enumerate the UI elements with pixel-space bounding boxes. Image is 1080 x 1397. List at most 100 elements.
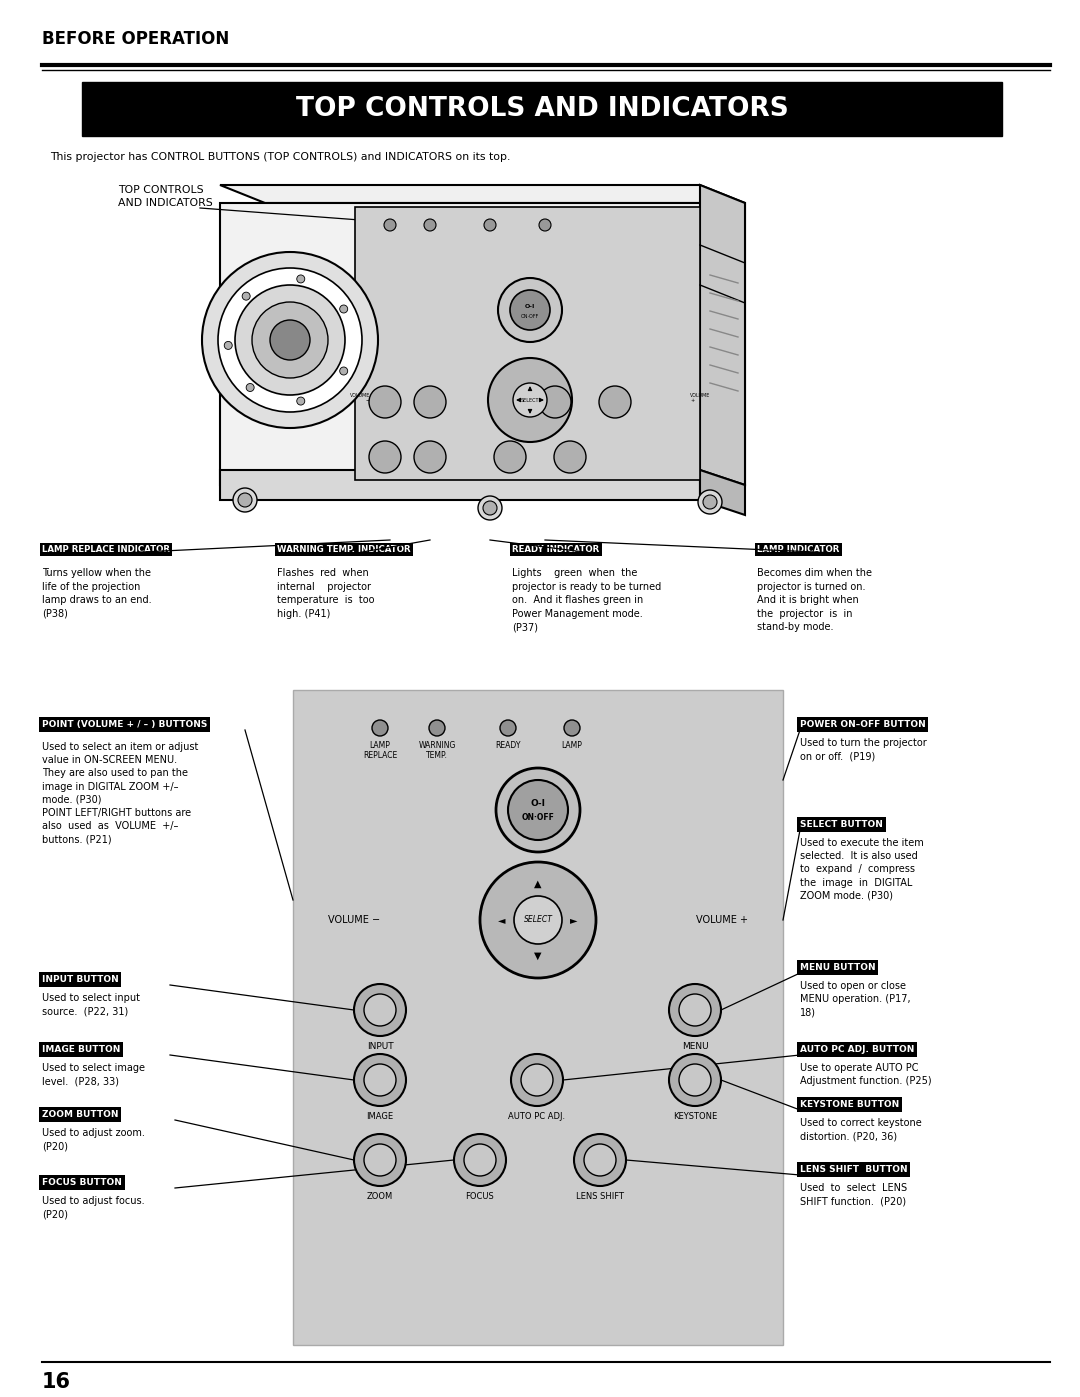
Text: Used to adjust zoom.
(P20): Used to adjust zoom. (P20) <box>42 1127 145 1151</box>
Text: FOCUS: FOCUS <box>465 1192 495 1201</box>
Text: SELECT: SELECT <box>521 398 539 402</box>
Circle shape <box>354 1134 406 1186</box>
Circle shape <box>494 441 526 474</box>
Text: Used to select image
level.  (P28, 33): Used to select image level. (P28, 33) <box>42 1063 145 1087</box>
Circle shape <box>202 251 378 427</box>
Circle shape <box>242 292 251 300</box>
Polygon shape <box>220 203 745 485</box>
Bar <box>355 207 700 481</box>
Circle shape <box>238 493 252 507</box>
Text: Used to execute the item
selected.  It is also used
to  expand  /  compress
the : Used to execute the item selected. It is… <box>800 838 923 901</box>
Text: AUTO PC ADJ.: AUTO PC ADJ. <box>509 1112 566 1120</box>
Circle shape <box>246 384 254 391</box>
Circle shape <box>599 386 631 418</box>
Text: MENU BUTTON: MENU BUTTON <box>800 963 876 972</box>
Bar <box>293 690 783 1345</box>
Text: LENS SHIFT  BUTTON: LENS SHIFT BUTTON <box>800 1165 907 1173</box>
Circle shape <box>270 320 310 360</box>
Circle shape <box>478 496 502 520</box>
Text: Used  to  select  LENS
SHIFT function.  (P20): Used to select LENS SHIFT function. (P20… <box>800 1183 907 1206</box>
Circle shape <box>498 278 562 342</box>
Text: Use to operate AUTO PC
Adjustment function. (P25): Use to operate AUTO PC Adjustment functi… <box>800 1063 932 1087</box>
Circle shape <box>369 441 401 474</box>
Text: ON·OFF: ON·OFF <box>521 314 539 320</box>
Circle shape <box>372 719 388 736</box>
Text: LENS SHIFT: LENS SHIFT <box>576 1192 624 1201</box>
Text: TOP CONTROLS AND INDICATORS: TOP CONTROLS AND INDICATORS <box>296 96 788 122</box>
Circle shape <box>679 1065 711 1097</box>
Text: ▲: ▲ <box>535 879 542 888</box>
Text: FOCUS BUTTON: FOCUS BUTTON <box>42 1178 122 1187</box>
Text: Used to select input
source.  (P22, 31): Used to select input source. (P22, 31) <box>42 993 140 1016</box>
Circle shape <box>364 995 396 1025</box>
Circle shape <box>464 1144 496 1176</box>
Text: 16: 16 <box>42 1372 71 1391</box>
Text: Turns yellow when the
life of the projection
lamp draws to an end.
(P38): Turns yellow when the life of the projec… <box>42 569 151 619</box>
Circle shape <box>679 995 711 1025</box>
Text: WARNING TEMP. INDICATOR: WARNING TEMP. INDICATOR <box>276 545 410 555</box>
Circle shape <box>508 780 568 840</box>
Text: Used to open or close
MENU operation. (P17,
18): Used to open or close MENU operation. (P… <box>800 981 910 1017</box>
Text: MENU: MENU <box>681 1042 708 1051</box>
Circle shape <box>484 219 496 231</box>
Circle shape <box>364 1065 396 1097</box>
Polygon shape <box>220 184 745 203</box>
Circle shape <box>424 219 436 231</box>
Circle shape <box>539 219 551 231</box>
Circle shape <box>564 719 580 736</box>
Circle shape <box>500 719 516 736</box>
Circle shape <box>225 341 232 349</box>
Circle shape <box>703 495 717 509</box>
Circle shape <box>488 358 572 441</box>
Text: ZOOM: ZOOM <box>367 1192 393 1201</box>
Text: VOLUME
−: VOLUME − <box>350 393 370 404</box>
Polygon shape <box>220 469 700 500</box>
Circle shape <box>233 488 257 511</box>
Text: ◄: ◄ <box>498 915 505 925</box>
Text: INPUT: INPUT <box>367 1042 393 1051</box>
Circle shape <box>496 768 580 852</box>
Circle shape <box>480 862 596 978</box>
Circle shape <box>510 291 550 330</box>
Text: LAMP: LAMP <box>562 740 582 750</box>
Text: WARNING
TEMP.: WARNING TEMP. <box>418 740 456 760</box>
Circle shape <box>521 1065 553 1097</box>
Circle shape <box>669 1053 721 1106</box>
Circle shape <box>235 285 345 395</box>
Circle shape <box>698 490 723 514</box>
Circle shape <box>384 219 396 231</box>
Text: O-I: O-I <box>530 799 545 809</box>
Circle shape <box>514 895 562 944</box>
Text: LAMP INDICATOR: LAMP INDICATOR <box>757 545 839 555</box>
Text: ZOOM BUTTON: ZOOM BUTTON <box>42 1111 119 1119</box>
Circle shape <box>354 983 406 1037</box>
Text: IMAGE: IMAGE <box>366 1112 393 1120</box>
Text: IMAGE BUTTON: IMAGE BUTTON <box>42 1045 120 1053</box>
Circle shape <box>340 305 348 313</box>
Text: Flashes  red  when
internal    projector
temperature  is  too
high. (P41): Flashes red when internal projector temp… <box>276 569 375 619</box>
Text: Used to correct keystone
distortion. (P20, 36): Used to correct keystone distortion. (P2… <box>800 1118 921 1141</box>
Circle shape <box>539 386 571 418</box>
Text: Used to adjust focus.
(P20): Used to adjust focus. (P20) <box>42 1196 145 1220</box>
Text: ON·OFF: ON·OFF <box>522 813 554 823</box>
Text: This projector has CONTROL BUTTONS (TOP CONTROLS) and INDICATORS on its top.: This projector has CONTROL BUTTONS (TOP … <box>50 152 511 162</box>
Text: KEYSTONE: KEYSTONE <box>673 1112 717 1120</box>
Text: Lights    green  when  the
projector is ready to be turned
on.  And it flashes g: Lights green when the projector is ready… <box>512 569 661 633</box>
Circle shape <box>454 1134 507 1186</box>
Circle shape <box>513 383 546 416</box>
Text: POINT (VOLUME + / – ) BUTTONS: POINT (VOLUME + / – ) BUTTONS <box>42 719 207 729</box>
Circle shape <box>554 441 586 474</box>
Circle shape <box>584 1144 616 1176</box>
Text: AUTO PC ADJ. BUTTON: AUTO PC ADJ. BUTTON <box>800 1045 915 1053</box>
Circle shape <box>414 441 446 474</box>
Circle shape <box>218 268 362 412</box>
Circle shape <box>297 275 305 284</box>
Text: READY INDICATOR: READY INDICATOR <box>512 545 599 555</box>
Circle shape <box>511 1053 563 1106</box>
Text: Used to select an item or adjust
value in ON-SCREEN MENU.
They are also used to : Used to select an item or adjust value i… <box>42 742 199 844</box>
Circle shape <box>369 386 401 418</box>
Text: Used to turn the projector
on or off.  (P19): Used to turn the projector on or off. (P… <box>800 738 927 761</box>
Text: BEFORE OPERATION: BEFORE OPERATION <box>42 29 229 47</box>
Text: READY: READY <box>496 740 521 750</box>
Circle shape <box>573 1134 626 1186</box>
